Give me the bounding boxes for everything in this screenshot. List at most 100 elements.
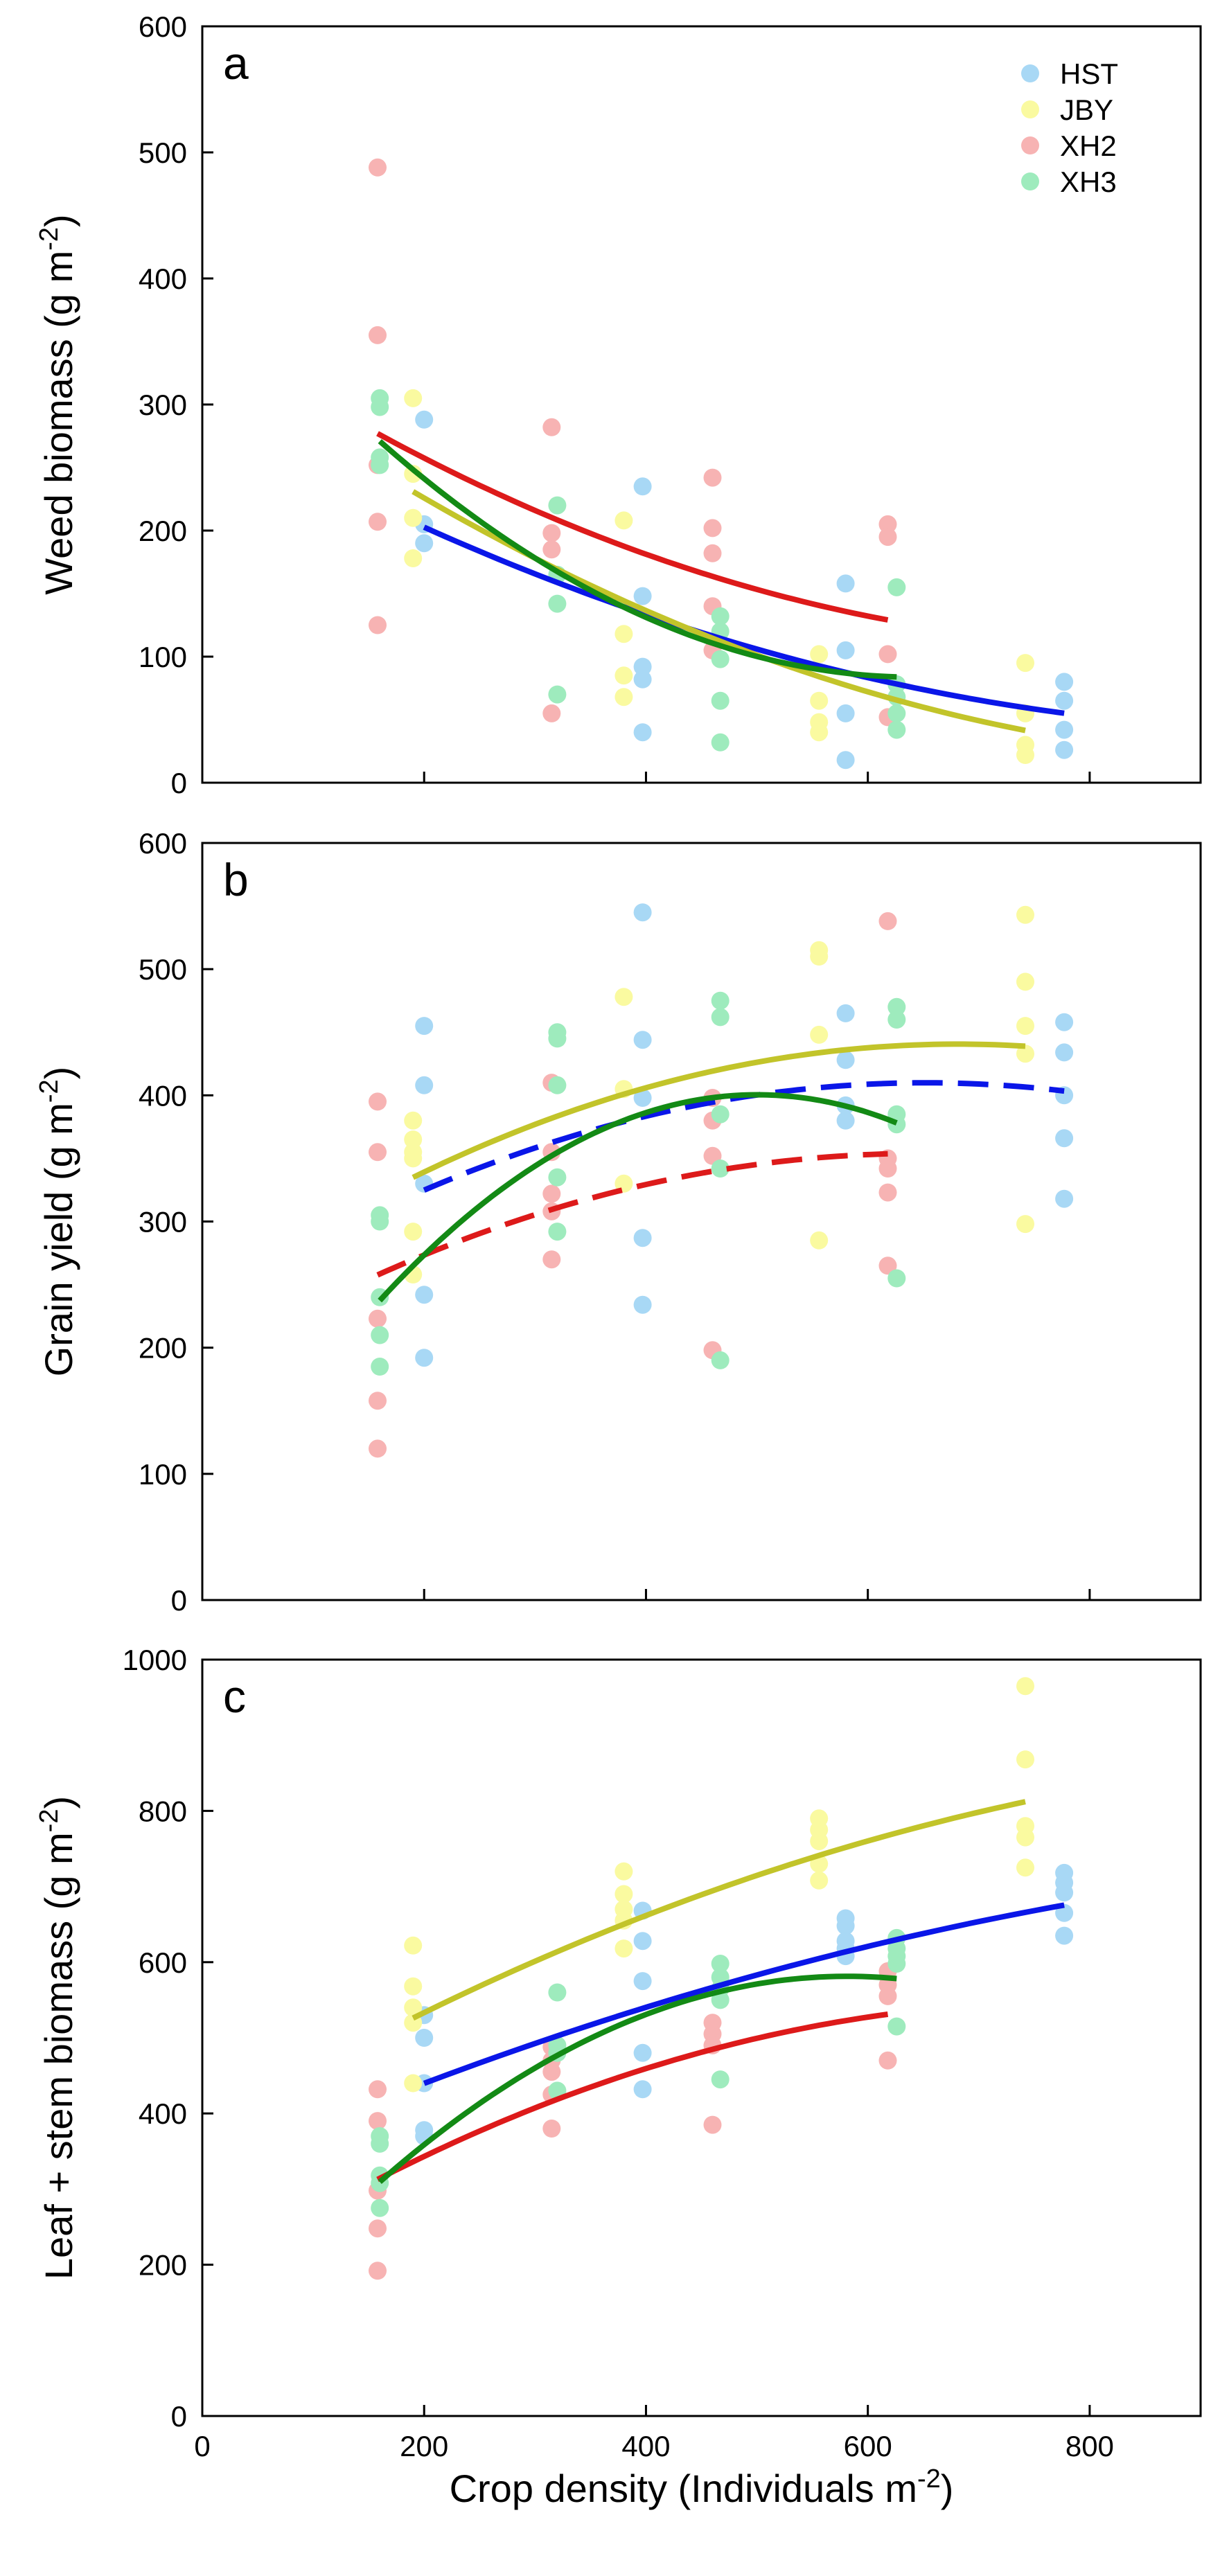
data-point-jby xyxy=(1016,1215,1034,1234)
x-tick-label: 0 xyxy=(194,2430,210,2462)
data-point-xh3 xyxy=(887,720,906,739)
data-point-hst xyxy=(1055,1189,1074,1208)
y-tick-label: 100 xyxy=(139,1458,187,1491)
data-point-hst xyxy=(1055,691,1074,710)
data-point-hst xyxy=(836,641,855,659)
data-point-jby xyxy=(404,1223,423,1241)
y-axis-title-superscript: -2 xyxy=(35,227,64,251)
panel-letter: b xyxy=(223,854,249,905)
data-point-xh2 xyxy=(369,2219,387,2238)
data-point-jby xyxy=(810,1025,829,1044)
data-point-hst xyxy=(633,723,652,742)
data-point-jby xyxy=(615,1885,633,1903)
data-point-xh2 xyxy=(878,912,897,930)
data-point-xh2 xyxy=(369,2080,387,2099)
data-point-hst xyxy=(633,1229,652,1247)
data-point-jby xyxy=(404,1998,423,2017)
data-point-xh3 xyxy=(711,650,730,668)
fit-line-xh2 xyxy=(376,1151,888,1278)
data-point-xh2 xyxy=(369,616,387,634)
data-point-hst xyxy=(633,670,652,689)
data-point-hst xyxy=(1055,740,1074,759)
series-jby xyxy=(404,389,1034,764)
data-point-jby xyxy=(1016,746,1034,764)
data-point-xh2 xyxy=(369,2112,387,2131)
legend-label-xh3: XH3 xyxy=(1060,166,1117,198)
data-point-xh2 xyxy=(878,2051,897,2070)
data-point-xh2 xyxy=(542,1184,561,1203)
data-point-jby xyxy=(1016,1828,1034,1847)
panel-letter: a xyxy=(223,37,249,89)
x-tick-label: 600 xyxy=(844,2430,892,2462)
data-point-xh2 xyxy=(703,544,722,562)
y-tick-label: 500 xyxy=(139,953,187,986)
data-point-xh2 xyxy=(369,513,387,531)
x-tick-label: 200 xyxy=(400,2430,448,2462)
data-point-xh2 xyxy=(369,1143,387,1162)
y-axis-title-main: Grain yield (g m xyxy=(37,1103,80,1376)
y-tick-label: 0 xyxy=(171,1584,187,1617)
data-point-hst xyxy=(1055,1129,1074,1148)
data-point-xh3 xyxy=(548,1076,567,1094)
x-axis-title-main: Crop density (Individuals m xyxy=(450,2467,917,2510)
data-point-xh3 xyxy=(711,733,730,752)
x-tick-label: 400 xyxy=(621,2430,670,2462)
legend-label-jby: JBY xyxy=(1060,94,1113,126)
y-tick-label: 300 xyxy=(139,389,187,421)
data-point-xh2 xyxy=(542,1250,561,1269)
data-point-xh2 xyxy=(878,1256,897,1275)
plot-frame xyxy=(201,842,1202,1601)
y-tick-label: 600 xyxy=(139,1946,187,1979)
data-point-jby xyxy=(1016,1858,1034,1877)
data-point-hst xyxy=(836,1004,855,1022)
data-point-hst xyxy=(633,1089,652,1107)
data-point-xh2 xyxy=(542,704,561,722)
x-axis-title: Crop density (Individuals m-2) xyxy=(450,2464,954,2510)
data-point-xh2 xyxy=(878,1987,897,2005)
data-point-xh3 xyxy=(887,1269,906,1288)
data-point-xh3 xyxy=(711,991,730,1010)
data-point-hst xyxy=(633,1972,652,1991)
data-point-xh3 xyxy=(548,1029,567,1048)
y-tick-label: 1000 xyxy=(123,1644,187,1676)
data-point-hst xyxy=(1055,720,1074,739)
legend: HST JBY XH2 XH3 xyxy=(1021,57,1118,198)
data-point-xh3 xyxy=(711,1991,730,2009)
data-point-xh3 xyxy=(371,398,389,416)
data-point-jby xyxy=(615,688,633,707)
data-point-hst xyxy=(1055,1013,1074,1031)
data-point-hst xyxy=(836,1051,855,1069)
panel-c: 0 200 400 600 800 1000 0 200 400 600 800 c Leaf + st… xyxy=(35,1644,1202,2462)
data-point-jby xyxy=(615,511,633,530)
fit-line-xh3 xyxy=(378,1092,898,1303)
data-point-xh3 xyxy=(548,594,567,613)
data-point-hst xyxy=(836,574,855,593)
data-point-xh3 xyxy=(371,1212,389,1231)
legend-marker-xh2 xyxy=(1021,136,1039,154)
data-point-xh3 xyxy=(887,1011,906,1029)
data-point-xh3 xyxy=(371,456,389,474)
data-point-xh2 xyxy=(542,540,561,559)
data-point-xh3 xyxy=(887,997,906,1016)
data-point-xh3 xyxy=(887,2017,906,2036)
data-point-jby xyxy=(1016,972,1034,991)
data-point-hst xyxy=(836,704,855,722)
plot-frame xyxy=(201,1658,1202,2417)
data-point-xh3 xyxy=(887,578,906,596)
x-tick-label: 800 xyxy=(1066,2430,1114,2462)
data-point-xh2 xyxy=(542,524,561,542)
data-point-xh2 xyxy=(369,2262,387,2280)
x-axis-title-superscript: -2 xyxy=(917,2464,941,2494)
data-point-jby xyxy=(810,1871,829,1890)
series-jby xyxy=(404,905,1034,1283)
data-point-hst xyxy=(415,1076,434,1094)
data-point-jby xyxy=(810,645,829,664)
panel-b: 0 100 200 300 400 500 600 b Grain yield (g m-2) xyxy=(35,827,1202,1617)
y-tick-label: 0 xyxy=(171,767,187,799)
y-tick-label: 400 xyxy=(139,263,187,295)
data-point-xh2 xyxy=(369,1309,387,1328)
data-point-jby xyxy=(404,1130,423,1149)
data-point-xh2 xyxy=(878,528,897,547)
y-axis-title: Grain yield (g m-2) xyxy=(35,1067,80,1377)
